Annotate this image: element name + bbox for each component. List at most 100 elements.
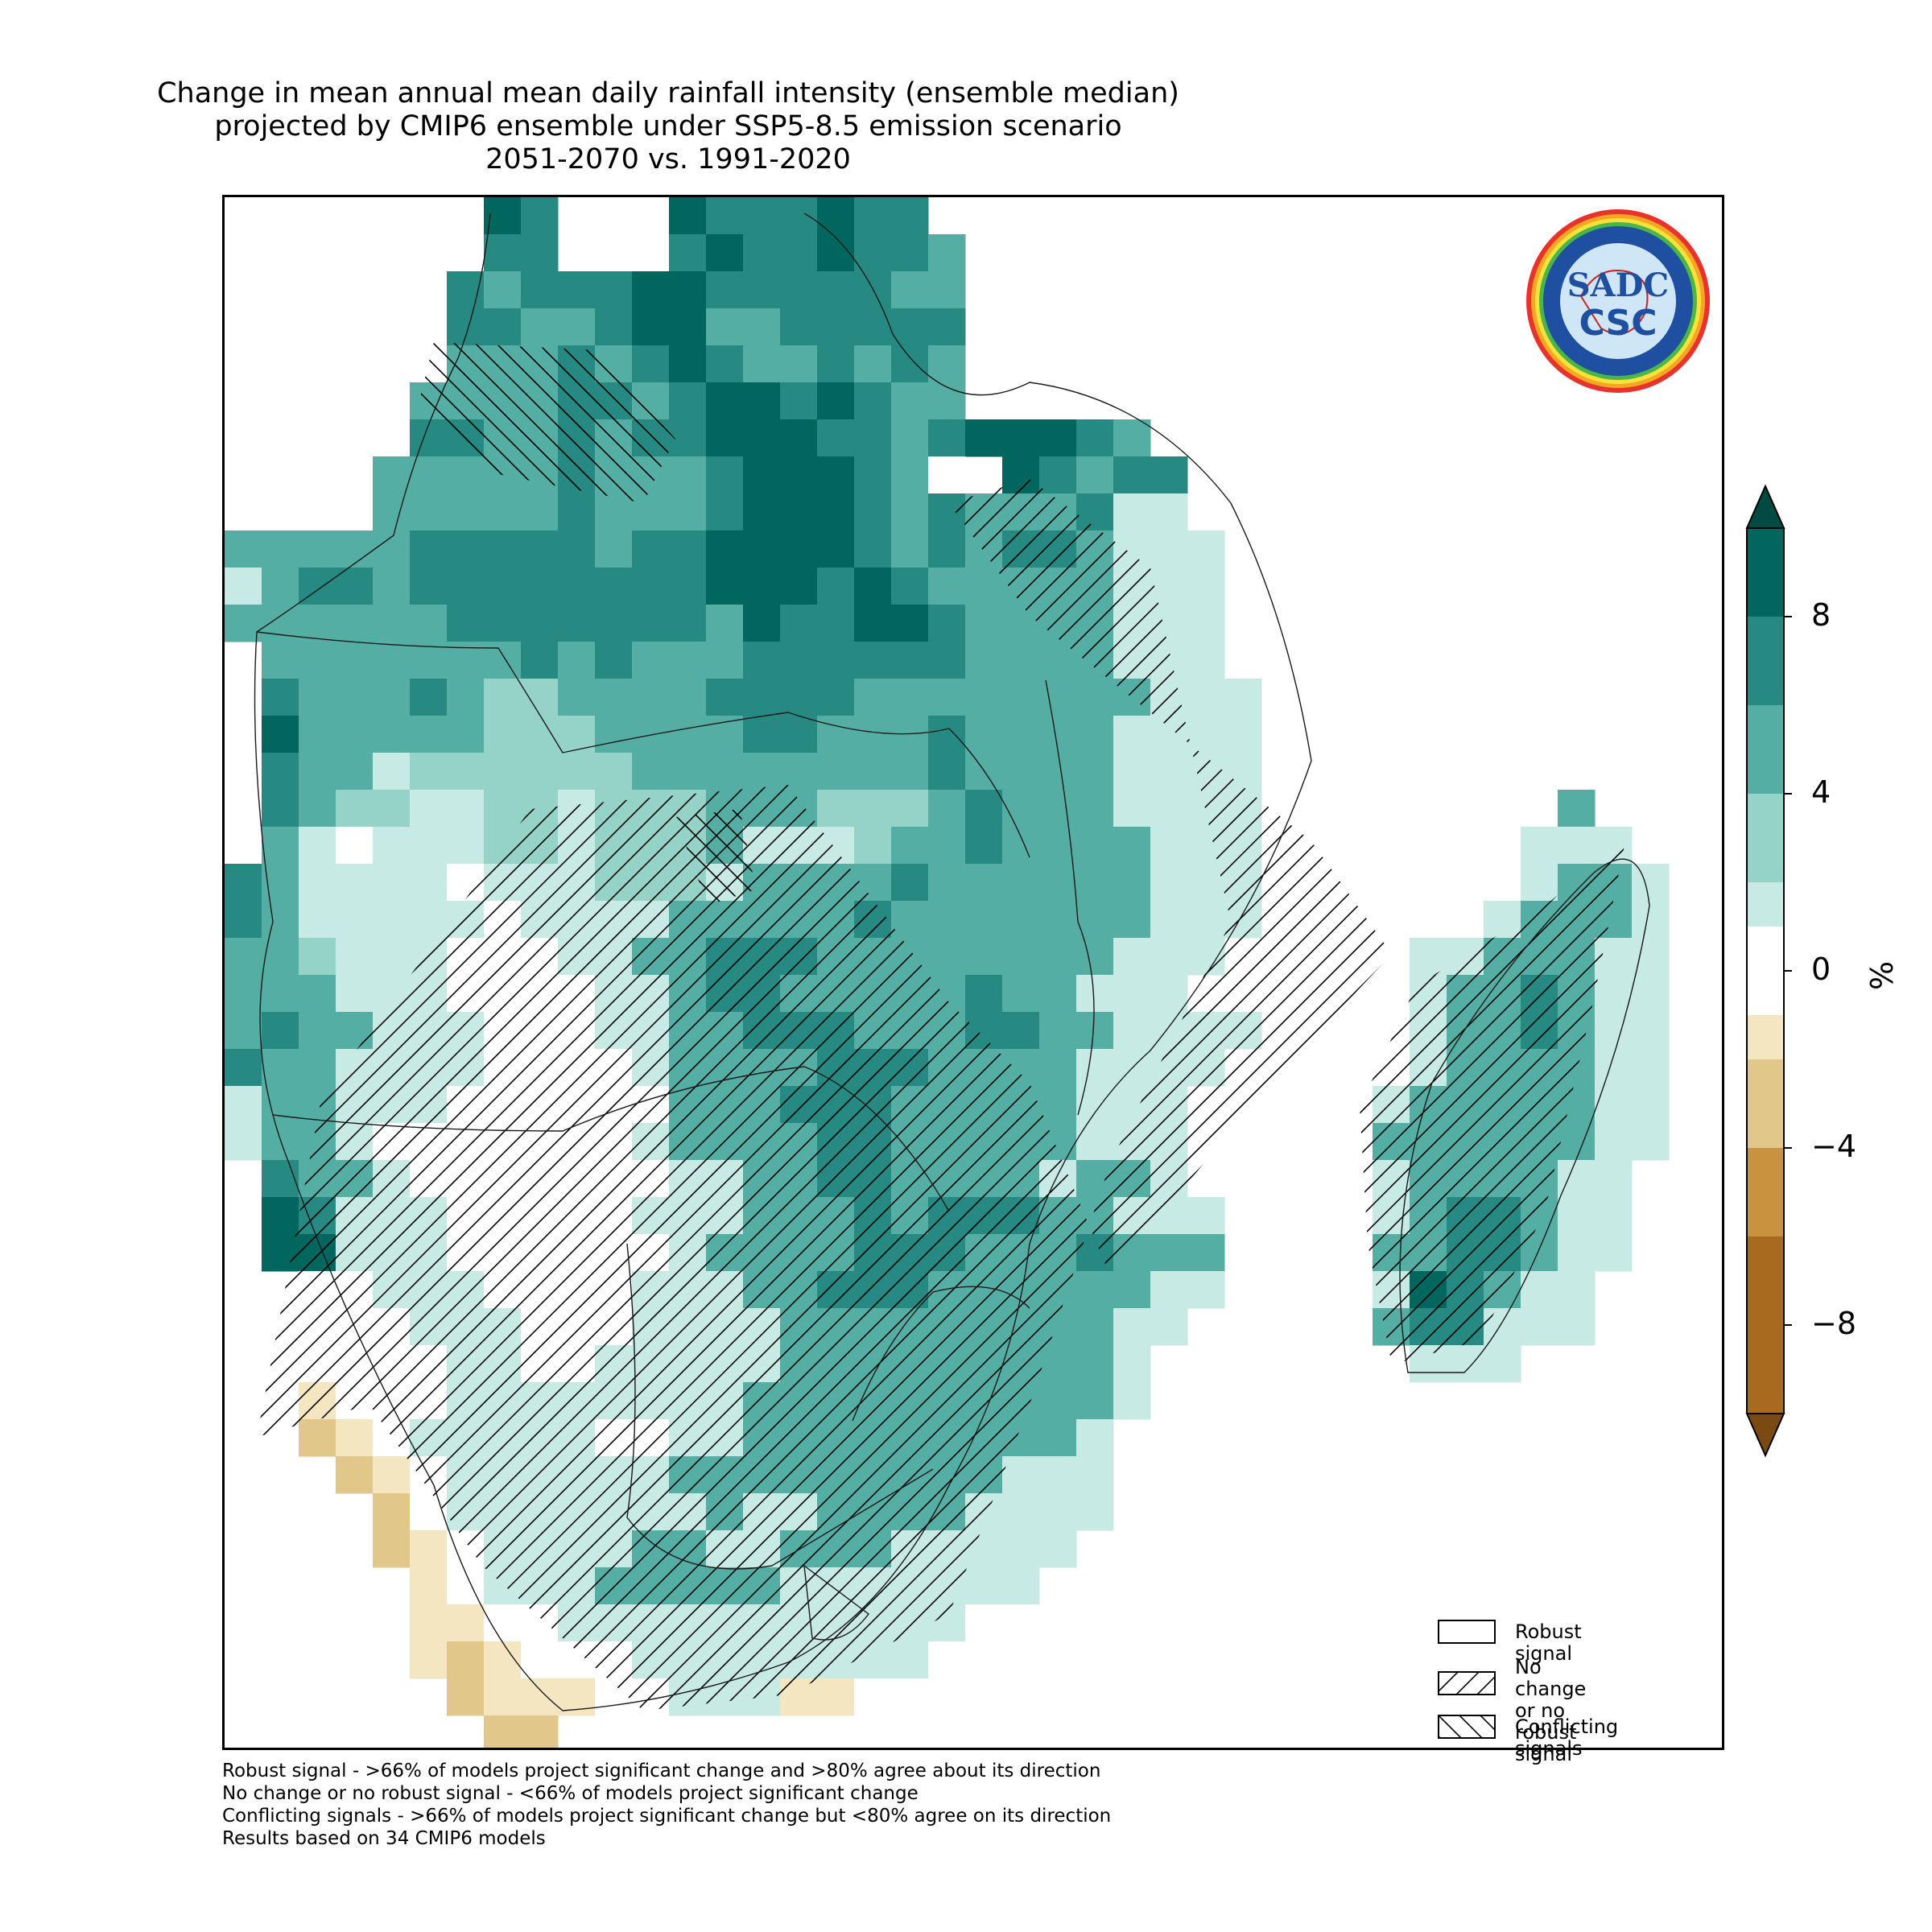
grid-cell — [632, 605, 670, 642]
grid-cell — [1076, 1345, 1114, 1383]
grid-cell — [336, 901, 374, 939]
grid-cell — [447, 753, 485, 791]
hatch-no-change-island — [1360, 841, 1625, 1364]
grid-cell — [1002, 1456, 1040, 1494]
grid-cell — [1595, 1197, 1633, 1235]
rainfall-change-map — [225, 197, 1670, 1748]
grid-cell — [817, 605, 855, 642]
grid-cell — [1632, 1123, 1670, 1161]
grid-cell — [1150, 1308, 1188, 1346]
grid-cell — [854, 308, 892, 346]
grid-cell — [854, 530, 892, 568]
grid-cell — [854, 197, 892, 235]
grid-cell — [1113, 493, 1151, 531]
grid-cell — [817, 271, 855, 309]
grid-cell — [225, 605, 262, 642]
grid-cell — [521, 605, 559, 642]
grid-cell — [891, 1641, 929, 1679]
grid-cell — [262, 679, 299, 716]
grid-cell — [373, 642, 411, 679]
grid-cell — [410, 679, 448, 716]
grid-cell — [928, 938, 966, 976]
grid-cell — [410, 568, 448, 605]
grid-cell — [1076, 753, 1114, 791]
grid-cell — [558, 530, 596, 568]
grid-cell — [447, 679, 485, 716]
grid-cell — [225, 530, 262, 568]
colorbar-level-2 — [1747, 705, 1784, 794]
grid-cell — [447, 308, 485, 346]
hatch-no-change-mainland — [257, 479, 1392, 1711]
grid-cell — [373, 753, 411, 791]
grid-cell — [928, 753, 966, 791]
grid-cell — [1113, 1271, 1151, 1309]
grid-cell — [965, 568, 1003, 605]
grid-cell — [965, 679, 1003, 716]
grid-cell — [484, 605, 522, 642]
grid-cell — [743, 679, 781, 716]
chart-title: Change in mean annual mean daily rainfal… — [0, 77, 1336, 176]
grid-cell — [299, 642, 336, 679]
grid-cell — [262, 1123, 299, 1161]
grid-cell — [1002, 975, 1040, 1013]
grid-cell — [447, 1678, 485, 1716]
grid-cell — [854, 790, 892, 828]
grid-cell — [817, 197, 855, 235]
grid-cell — [373, 456, 411, 494]
grid-cell — [854, 419, 892, 457]
grid-cell — [817, 642, 855, 679]
grid-cell — [1187, 1271, 1225, 1309]
grid-cell — [928, 456, 966, 494]
grid-cell — [1039, 1012, 1077, 1050]
grid-cell — [928, 864, 966, 902]
grid-cell — [1002, 679, 1040, 716]
legend-label-robust: Robust signal — [1515, 1620, 1582, 1665]
grid-cell — [780, 419, 818, 457]
grid-cell — [595, 271, 633, 309]
grid-cell — [1076, 1049, 1114, 1087]
border-botswana — [626, 1243, 934, 1570]
grid-cell — [410, 642, 448, 679]
grid-cell — [706, 716, 744, 753]
grid-cell — [817, 530, 855, 568]
grid-cell — [1150, 901, 1188, 939]
grid-cell — [1002, 1530, 1040, 1568]
grid-cell — [891, 197, 929, 235]
grid-cell — [410, 456, 448, 494]
grid-cell — [484, 790, 522, 828]
grid-cell — [780, 493, 818, 531]
grid-cell — [447, 568, 485, 605]
grid-cell — [854, 234, 892, 272]
grid-cell — [1076, 975, 1114, 1013]
grid-cell — [1039, 456, 1077, 494]
grid-cell — [669, 679, 707, 716]
grid-cell — [1076, 1456, 1114, 1494]
grid-cell — [299, 1419, 336, 1457]
grid-cell — [521, 530, 559, 568]
grid-cell — [1595, 1123, 1633, 1161]
grid-cell — [780, 605, 818, 642]
grid-cell — [595, 605, 633, 642]
grid-cell — [336, 568, 374, 605]
grid-cell — [1558, 1234, 1596, 1272]
grid-cell — [1595, 1012, 1633, 1050]
grid-cell — [558, 271, 596, 309]
grid-cell — [928, 234, 966, 272]
grid-cell — [1002, 1012, 1040, 1050]
grid-cell — [1595, 1234, 1633, 1272]
grid-cell — [1076, 864, 1114, 902]
colorbar-unit-label: % — [1864, 960, 1901, 991]
grid-cell — [595, 679, 633, 716]
grid-cell — [669, 419, 707, 457]
grid-cell — [854, 456, 892, 494]
grid-cell — [1076, 938, 1114, 976]
grid-cell — [928, 419, 966, 457]
grid-cell — [854, 827, 892, 865]
grid-cell — [1076, 901, 1114, 939]
grid-cell — [891, 864, 929, 902]
grid-cell — [1150, 493, 1188, 531]
grid-cell — [1150, 790, 1188, 828]
grid-cell — [299, 975, 336, 1013]
grid-cell — [336, 975, 374, 1013]
grid-cell — [928, 1641, 966, 1679]
